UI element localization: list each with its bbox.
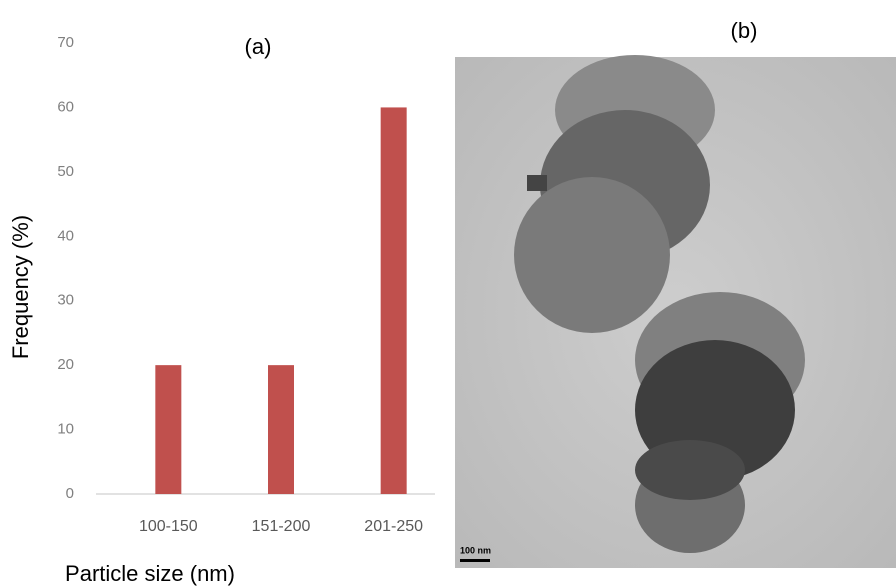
scale-label: 100 nm	[460, 545, 491, 555]
bar	[268, 365, 294, 494]
y-tick-label: 50	[57, 163, 74, 180]
x-tick-label: 100-150	[139, 518, 198, 535]
x-tick-label: 151-200	[252, 518, 311, 535]
x-axis-label: Particle size (nm)	[65, 561, 235, 586]
y-tick-label: 60	[57, 98, 74, 115]
figure: (a) Frequency (%) Particle size (nm) (b)…	[0, 0, 896, 588]
y-tick-label: 10	[57, 421, 74, 438]
bar	[381, 107, 407, 494]
panel-b-title: (b)	[731, 18, 758, 43]
y-tick-label: 0	[66, 485, 74, 502]
micrograph: (b) 100 nm	[455, 18, 896, 568]
x-tick-label: 201-250	[364, 518, 423, 535]
y-tick-label: 40	[57, 227, 74, 244]
bar	[155, 365, 181, 494]
page: (a) Frequency (%) Particle size (nm) (b)…	[0, 0, 896, 588]
scale-bar	[460, 559, 490, 562]
y-tick-label: 70	[57, 34, 74, 51]
y-tick-label: 20	[57, 356, 74, 373]
panel-a-title: (a)	[245, 34, 272, 59]
y-axis-label: Frequency (%)	[8, 215, 33, 359]
y-tick-label: 30	[57, 292, 74, 309]
